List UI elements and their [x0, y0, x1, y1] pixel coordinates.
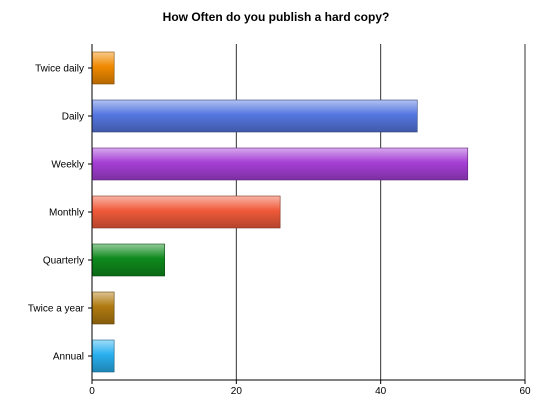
bar-weekly	[92, 147, 469, 181]
bar-annual	[92, 339, 115, 373]
y-tick-label: Daily	[62, 112, 84, 123]
bar-twice-daily	[92, 51, 115, 85]
bar-monthly	[92, 195, 281, 229]
y-tick-label: Twice a year	[28, 304, 85, 315]
y-tick-label: Quarterly	[43, 256, 84, 267]
x-tick-label: 20	[231, 386, 243, 397]
chart-title: How Often do you publish a hard copy?	[162, 10, 390, 24]
x-tick-label: 0	[89, 386, 95, 397]
y-tick-label: Twice daily	[35, 64, 84, 75]
y-tick-label: Weekly	[51, 160, 84, 171]
y-tick-label: Monthly	[49, 208, 84, 219]
x-tick-label: 40	[375, 386, 387, 397]
bar-twice-a-year	[92, 291, 115, 325]
x-tick-label: 60	[519, 386, 531, 397]
y-tick-label: Annual	[53, 352, 84, 363]
bar-quarterly	[92, 243, 165, 277]
bar-daily	[92, 99, 418, 133]
